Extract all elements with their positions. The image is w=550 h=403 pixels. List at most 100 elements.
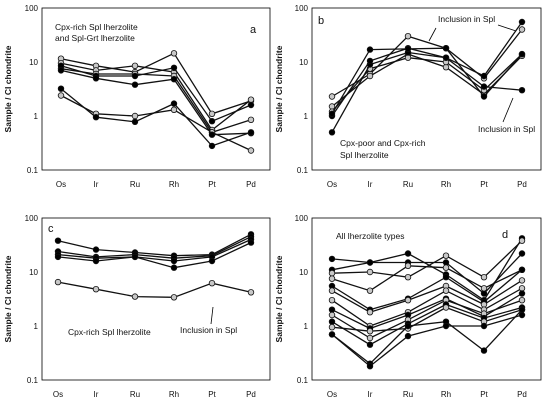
data-point	[366, 363, 374, 370]
series-line	[57, 242, 252, 269]
panel-c-xtick: Pt	[208, 390, 216, 399]
data-point	[328, 275, 336, 282]
data-point	[170, 100, 178, 107]
data-point	[328, 93, 336, 100]
panel-c-annotation: Cpx-rich Spl lherzolite	[68, 327, 151, 337]
panel-d-yticks: 0.1 1 10 100	[295, 214, 309, 385]
data-point	[480, 83, 488, 90]
series-line	[60, 52, 252, 115]
data-point	[247, 129, 255, 136]
data-point	[404, 297, 412, 304]
data-point	[366, 341, 374, 348]
data-point	[366, 72, 374, 80]
data-point	[518, 290, 526, 297]
panel-b-xtick: Os	[327, 180, 337, 189]
panel-c-callout-arrow	[210, 306, 214, 325]
panel-b-ytick: 10	[299, 58, 308, 67]
data-point	[54, 278, 62, 286]
data-point	[54, 237, 62, 244]
data-point	[92, 286, 100, 293]
panel-b-annotation-line2: Spl lherzolite	[340, 150, 389, 160]
data-point	[131, 293, 139, 300]
data-point	[518, 26, 526, 33]
series-line	[60, 62, 252, 131]
panel-a-annotation-line2: and Spl-Grt lherzolite	[55, 33, 135, 43]
series-line	[331, 269, 523, 311]
data-point	[131, 62, 139, 70]
series-line	[57, 233, 252, 257]
panel-b-label: b	[318, 15, 324, 27]
data-point	[170, 294, 178, 301]
data-point	[518, 306, 526, 313]
panel-a: a Cpx-rich Spl lherzolite and Spl-Grt lh…	[3, 4, 271, 189]
series-line	[331, 279, 523, 313]
data-point	[328, 255, 336, 263]
data-point	[480, 274, 488, 281]
data-point	[247, 101, 255, 109]
series-line	[331, 292, 523, 330]
panel-a-annotation-line1: Cpx-rich Spl lherzolite	[55, 22, 138, 32]
panel-b-ytick: 1	[304, 112, 309, 121]
series-line	[57, 281, 252, 298]
series-line	[331, 47, 523, 115]
panel-d-label: d	[502, 229, 508, 241]
panel-a-xtick: Ir	[94, 180, 99, 189]
panel-c-ytick: 1	[34, 322, 39, 331]
data-point	[92, 257, 100, 265]
data-point	[131, 253, 139, 261]
panel-b-xtick: Pt	[480, 180, 488, 189]
panel-b-xtick: Ir	[368, 180, 373, 189]
data-point	[480, 290, 488, 297]
data-point	[170, 264, 178, 271]
panel-b-xticks: Os Ir Ru Rh Pt Pd	[327, 180, 527, 189]
data-point	[442, 45, 450, 52]
data-point	[57, 92, 65, 99]
panel-c-callout: Inclusion in Spl	[180, 325, 237, 335]
panel-a-ylabel: Sample / CI chondrite	[3, 45, 13, 132]
panel-c-frame	[41, 217, 271, 381]
panel-c-xtick: Os	[53, 390, 63, 399]
panel-a-xticks: Os Ir Ru Rh Pt Pd	[56, 180, 256, 189]
data-point	[131, 72, 139, 80]
panel-c-xtick: Pd	[246, 390, 256, 399]
data-point	[404, 45, 412, 53]
data-point	[404, 262, 412, 269]
data-point	[208, 257, 216, 265]
series-line	[331, 314, 523, 368]
data-point	[92, 246, 100, 253]
panel-a-frame	[41, 7, 271, 171]
panel-b-yticks: 0.1 1 10 100	[295, 4, 309, 175]
panel-d-frame	[311, 217, 542, 381]
data-point	[518, 297, 526, 304]
panel-b-callout-1b-arrow	[497, 24, 517, 32]
panel-d-xtick: Pt	[480, 390, 488, 399]
panel-a-yticks: 0.1 1 10 100	[25, 4, 39, 175]
data-point	[54, 253, 62, 261]
data-point	[366, 328, 374, 335]
panel-a-ytick: 0.1	[27, 166, 39, 175]
panel-a-series	[57, 50, 255, 154]
data-point	[208, 280, 216, 287]
data-point	[518, 50, 526, 58]
data-point	[442, 287, 450, 294]
panel-a-xtick: Pt	[208, 180, 216, 189]
data-point	[518, 285, 526, 292]
series-line	[331, 287, 523, 327]
panel-d-ylabel: Sample / CI chondrite	[274, 255, 284, 342]
panel-b-ylabel: Sample / CI chondrite	[274, 45, 284, 132]
panel-a-ytick: 1	[34, 112, 39, 121]
data-point	[328, 306, 336, 313]
panel-d-ytick: 10	[299, 268, 308, 277]
data-point	[518, 237, 526, 244]
data-point	[442, 274, 450, 281]
panel-b-xtick: Rh	[441, 180, 451, 189]
data-point	[247, 147, 255, 154]
data-point	[518, 311, 526, 319]
series-line	[331, 237, 523, 302]
data-point	[328, 297, 336, 304]
panel-d-xtick: Ir	[368, 390, 373, 399]
panel-c-label: c	[48, 223, 54, 235]
data-point	[131, 118, 139, 125]
panel-b-annotation-line1: Cpx-poor and Cpx-rich	[340, 138, 426, 148]
series-line	[331, 253, 523, 295]
